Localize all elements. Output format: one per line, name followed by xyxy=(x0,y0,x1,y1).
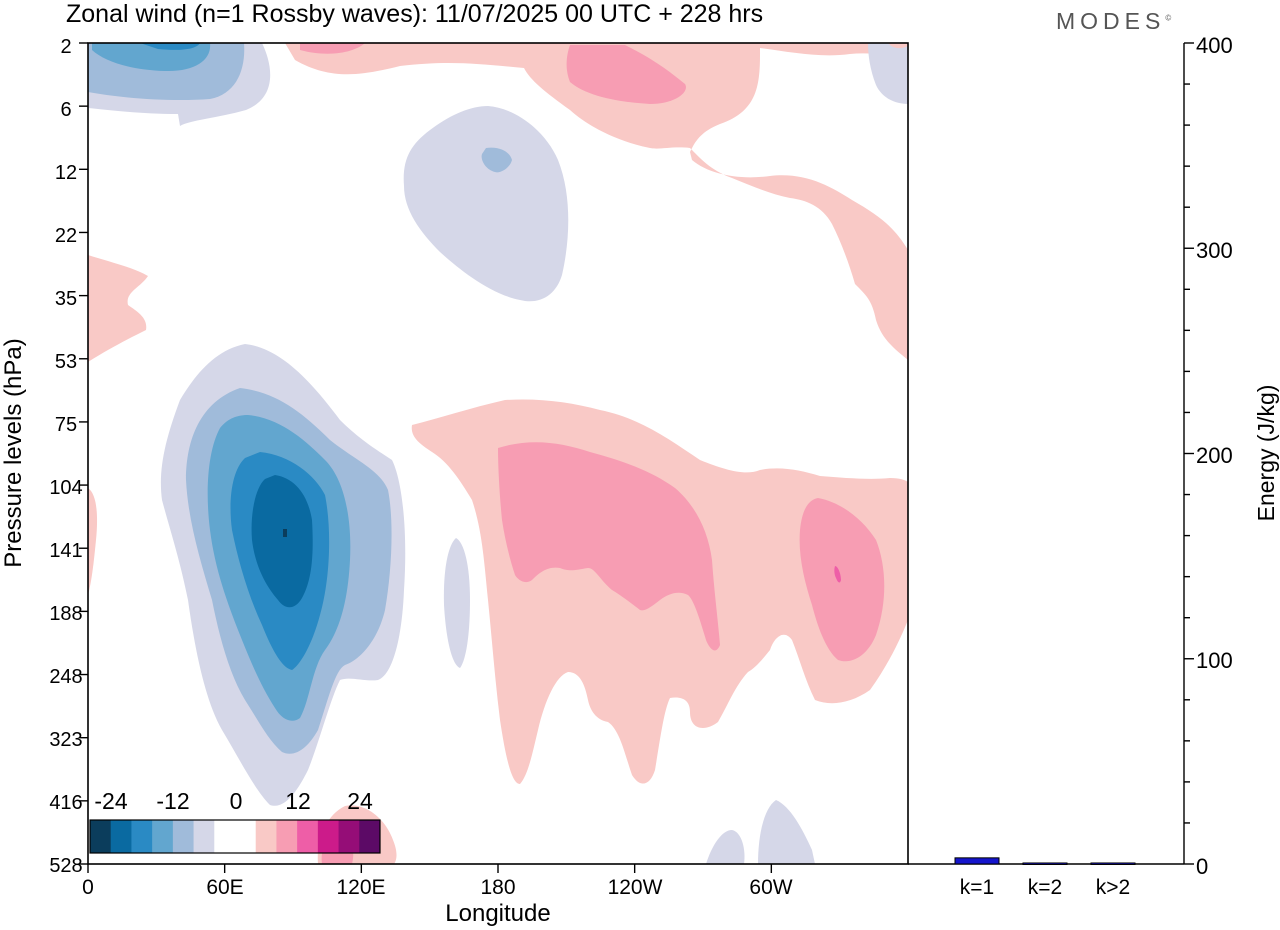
colorbar-frame xyxy=(89,819,381,854)
contour-neg-core-5 xyxy=(251,475,313,608)
contour-neg-sliver xyxy=(443,538,470,668)
y-tick-label: 416 xyxy=(49,792,82,814)
contour-neg-top-right xyxy=(868,43,908,104)
energy-bar-2 xyxy=(1022,862,1068,865)
y-tick-label: 35 xyxy=(55,288,77,310)
logo-text: MODES xyxy=(1056,8,1166,34)
contour-neg-core-6 xyxy=(283,529,287,537)
colorbar-swatch xyxy=(317,820,340,853)
colorbar-swatch xyxy=(235,820,257,853)
contour-neg-bottom-1 xyxy=(706,830,745,864)
colorbar-swatch xyxy=(214,820,236,853)
x-tick-label: 120E xyxy=(336,876,385,899)
colorbar-swatch xyxy=(338,820,360,853)
logo-copyright-mark: © xyxy=(1165,13,1172,23)
contour-neg-center-1 xyxy=(403,106,569,302)
colorbar-swatch xyxy=(276,820,298,853)
x-tick-label: 0 xyxy=(82,876,94,899)
contour-pos-left-edge-1 xyxy=(88,255,148,362)
energy-bars xyxy=(954,857,1136,865)
y-tick-label: 75 xyxy=(55,414,77,436)
y-tick-label: 12 xyxy=(55,162,77,184)
contour-pos-top-3 xyxy=(566,45,686,104)
colorbar-swatch xyxy=(152,820,174,853)
y-tick-label: 22 xyxy=(55,225,77,247)
longitude-axis: 0 60E 120E 180 120W 60W xyxy=(82,876,793,899)
energy-axis-ticks xyxy=(1184,42,1194,865)
bar-category-label: k>2 xyxy=(1096,876,1130,899)
energy-bar-1 xyxy=(954,857,1000,865)
x-tick-label: 60W xyxy=(749,876,792,899)
chart-title: Zonal wind (n=1 Rossby waves): 11/07/202… xyxy=(66,0,764,28)
energy-panel: 400 300 200 100 0 Energy (J/kg) k=1 k=2 … xyxy=(908,33,1279,899)
y-tick-label: 6 xyxy=(60,99,71,121)
energy-axis-label: Energy (J/kg) xyxy=(1253,385,1279,522)
bar-category-label: k=1 xyxy=(960,876,994,899)
colorbar-swatch xyxy=(90,820,112,853)
colorbar-label: 12 xyxy=(285,788,311,814)
pressure-axis-ticks xyxy=(79,42,88,865)
colorbar-swatch xyxy=(255,820,277,853)
pressure-axis: 2 6 12 22 35 53 75 104 141 188 248 323 4… xyxy=(49,36,82,877)
y-tick-label: 53 xyxy=(55,351,77,373)
y-tick-label: 104 xyxy=(49,477,82,499)
modes-logo: MODES© xyxy=(1056,8,1171,35)
colorbar-label: -24 xyxy=(94,788,127,814)
y-tick-label: 248 xyxy=(49,666,82,688)
y-tick-label: 2 xyxy=(60,36,71,58)
y-tick-label: 528 xyxy=(49,855,82,877)
colorbar-swatch xyxy=(193,820,215,853)
contour-neg-top-left-4 xyxy=(140,43,200,50)
colorbar-label: 24 xyxy=(347,788,373,814)
energy-tick-label: 400 xyxy=(1196,33,1233,58)
x-tick-label: 60E xyxy=(206,876,243,899)
energy-tick-label: 300 xyxy=(1196,238,1233,263)
colorbar-swatch xyxy=(110,820,132,853)
longitude-axis-ticks xyxy=(87,864,773,873)
bar-category-label: k=2 xyxy=(1028,876,1062,899)
colorbar-swatch xyxy=(131,820,153,853)
contour-pos-band-2 xyxy=(498,442,720,651)
y-axis-label: Pressure levels (hPa) xyxy=(0,338,27,567)
x-tick-label: 180 xyxy=(480,876,515,899)
contour-field xyxy=(88,43,908,864)
energy-tick-label: 100 xyxy=(1196,648,1233,673)
y-tick-label: 188 xyxy=(49,603,82,625)
contour-neg-top-left-3 xyxy=(92,43,211,72)
y-tick-label: 323 xyxy=(49,729,82,751)
contour-pos-right-max xyxy=(834,566,841,583)
x-axis-label: Longitude xyxy=(445,900,550,927)
contour-pos-right-core xyxy=(799,498,885,662)
colorbar-swatch xyxy=(297,820,319,853)
y-tick-label: 141 xyxy=(49,540,82,562)
energy-tick-label: 200 xyxy=(1196,443,1233,468)
colorbar-swatch xyxy=(172,820,195,853)
contour-neg-center-2 xyxy=(481,147,512,173)
contour-pos-left-edge-2 xyxy=(88,488,98,595)
colorbar-label: -12 xyxy=(156,788,189,814)
colorbar: -24 -12 0 12 24 xyxy=(89,788,381,854)
contour-pos-top-1 xyxy=(285,43,908,360)
contour-pos-edge-3 xyxy=(888,43,908,49)
contour-pos-top-4 xyxy=(300,43,365,54)
colorbar-label: 0 xyxy=(230,788,243,814)
contour-neg-bottom-2 xyxy=(758,800,815,864)
energy-bar-3 xyxy=(1090,862,1136,865)
energy-tick-label: 0 xyxy=(1196,854,1208,879)
colorbar-swatches xyxy=(90,820,381,853)
colorbar-swatch xyxy=(359,820,381,853)
x-tick-label: 120W xyxy=(608,876,663,899)
